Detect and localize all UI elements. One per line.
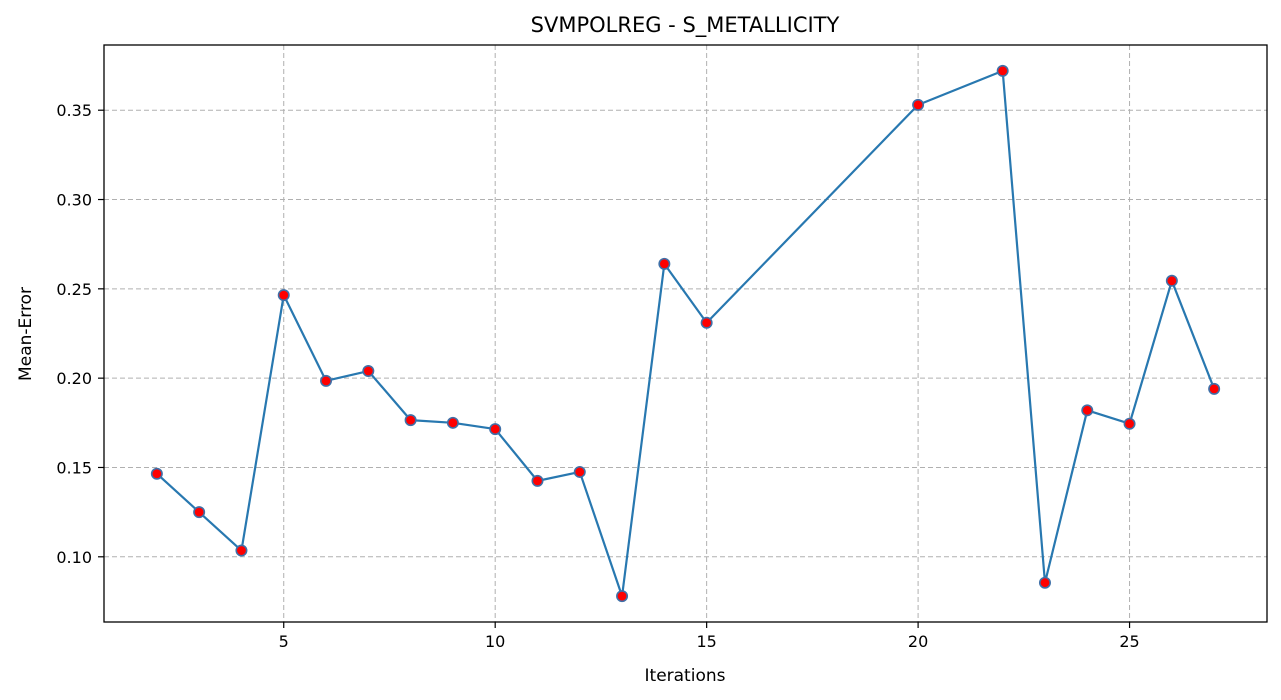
y-tick-label: 0.10 bbox=[56, 548, 92, 567]
data-point-marker bbox=[235, 544, 248, 557]
data-point-marker bbox=[320, 374, 333, 387]
series-group bbox=[150, 64, 1221, 603]
data-point-marker bbox=[912, 98, 925, 111]
y-tick-label: 0.20 bbox=[56, 369, 92, 388]
data-point-marker bbox=[658, 257, 671, 270]
data-point-marker bbox=[616, 590, 629, 603]
data-point-marker bbox=[573, 465, 586, 478]
data-point-marker bbox=[531, 474, 544, 487]
data-point-marker bbox=[1208, 382, 1221, 395]
chart-title: SVMPOLREG - S_METALLICITY bbox=[531, 13, 840, 38]
data-point-marker bbox=[700, 316, 713, 329]
data-point-marker bbox=[1165, 274, 1178, 287]
data-point-marker bbox=[489, 423, 502, 436]
data-point-marker bbox=[362, 365, 375, 378]
x-tick-label: 25 bbox=[1119, 632, 1139, 651]
x-tick-label: 5 bbox=[279, 632, 289, 651]
y-axis-label: Mean-Error bbox=[16, 287, 36, 381]
data-point-marker bbox=[996, 64, 1009, 77]
data-point-marker bbox=[193, 506, 206, 519]
data-point-marker bbox=[150, 467, 163, 480]
x-axis: 5 10 15 20 25 bbox=[279, 622, 1140, 651]
y-tick-label: 0.30 bbox=[56, 191, 92, 210]
y-tick-label: 0.35 bbox=[56, 101, 92, 120]
y-tick-label: 0.25 bbox=[56, 280, 92, 299]
x-tick-label: 10 bbox=[485, 632, 505, 651]
data-point-marker bbox=[446, 416, 459, 429]
data-point-marker bbox=[1081, 404, 1094, 417]
data-point-marker bbox=[277, 289, 290, 302]
x-tick-label: 15 bbox=[696, 632, 716, 651]
y-axis: 0.10 0.15 0.20 0.25 0.30 0.35 bbox=[56, 101, 104, 567]
y-tick-label: 0.15 bbox=[56, 458, 92, 477]
x-tick-label: 20 bbox=[908, 632, 928, 651]
data-point-marker bbox=[1038, 576, 1051, 589]
data-point-marker bbox=[1123, 417, 1136, 430]
data-point-marker bbox=[404, 414, 417, 427]
plot-area-frame bbox=[103, 44, 1268, 623]
x-axis-label: Iterations bbox=[645, 666, 726, 686]
